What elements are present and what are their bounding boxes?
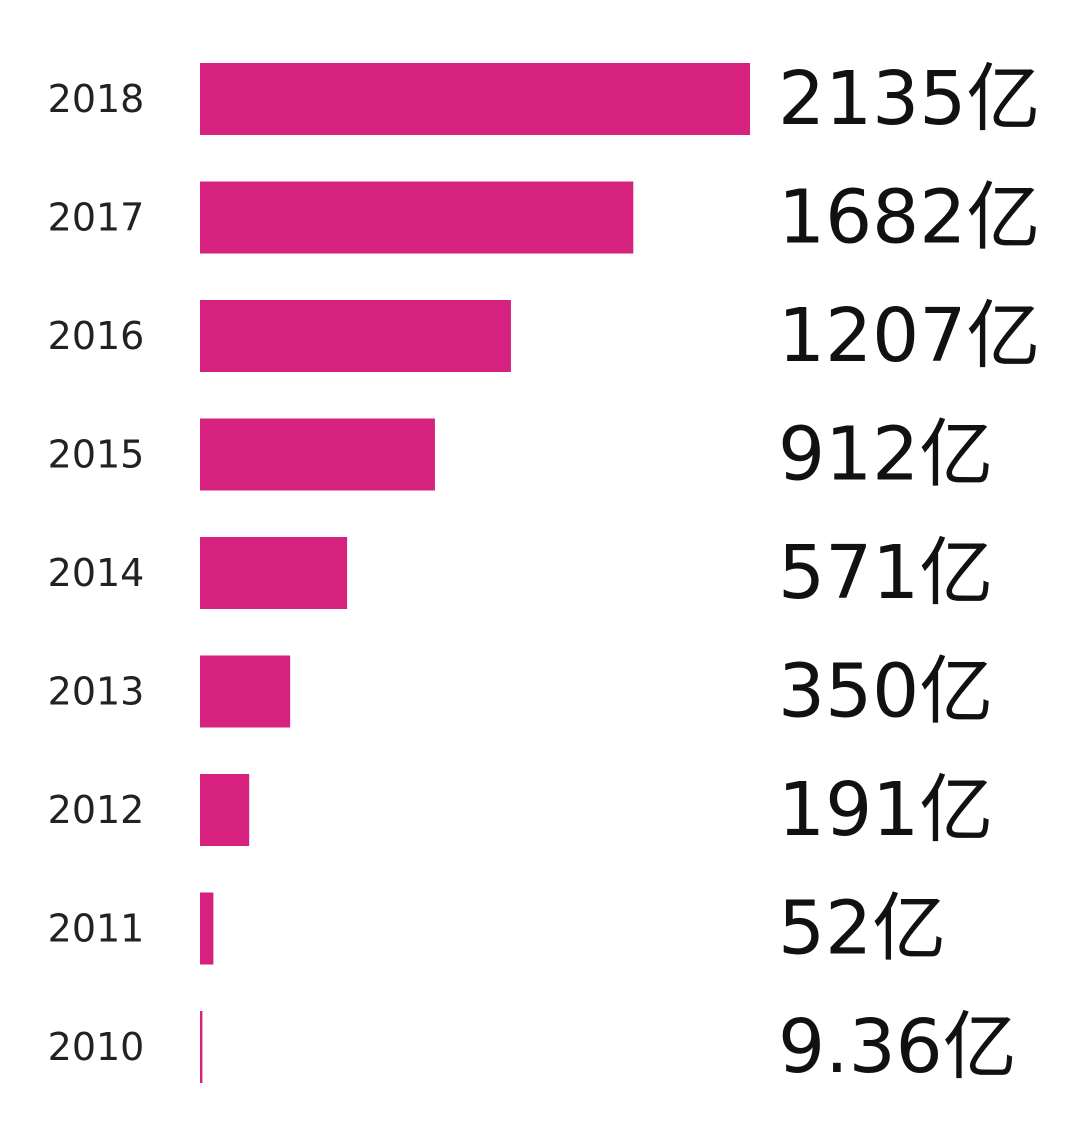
bar (200, 774, 250, 846)
bar (200, 300, 511, 372)
value-data-label: 1207亿 (778, 293, 1040, 379)
bar (200, 418, 435, 491)
year-tick-label: 2016 (48, 314, 145, 358)
bar-row-2014: 2014 571亿 (48, 530, 994, 616)
value-data-label: 2135亿 (778, 56, 1040, 142)
bar (200, 1011, 203, 1083)
bar-row-2013: 2013 350亿 (48, 649, 994, 735)
year-tick-label: 2014 (48, 551, 145, 595)
year-tick-label: 2012 (48, 788, 145, 832)
bar (200, 892, 214, 965)
year-tick-label: 2011 (48, 907, 145, 951)
bar-row-2018: 2018 2135亿 (48, 56, 1041, 142)
value-data-label: 350亿 (778, 649, 993, 735)
value-data-label: 1682亿 (778, 175, 1040, 261)
bar (200, 655, 291, 728)
year-tick-label: 2015 (48, 433, 145, 477)
value-data-label: 191亿 (778, 767, 993, 853)
year-tick-label: 2017 (48, 196, 145, 240)
value-data-label: 52亿 (778, 886, 946, 972)
bar (200, 537, 348, 609)
bar-row-2016: 2016 1207亿 (48, 293, 1041, 379)
chart-rows: 2018 2135亿 2017 1682亿 2016 1207亿 2015 912亿 2014 5… (48, 56, 1041, 1090)
year-tick-label: 2013 (48, 670, 145, 714)
year-tick-label: 2010 (48, 1025, 145, 1069)
bar-row-2012: 2012 191亿 (48, 767, 994, 853)
bar-row-2017: 2017 1682亿 (48, 175, 1041, 261)
value-data-label: 912亿 (778, 412, 993, 498)
value-data-label: 571亿 (778, 530, 993, 616)
bar-row-2010: 2010 9.36亿 (48, 1004, 1017, 1090)
bar-row-2011: 2011 52亿 (48, 886, 947, 972)
value-data-label: 9.36亿 (778, 1004, 1017, 1090)
bar-row-2015: 2015 912亿 (48, 412, 994, 498)
bar (200, 63, 750, 135)
bar (200, 181, 634, 254)
year-tick-label: 2018 (48, 77, 145, 121)
